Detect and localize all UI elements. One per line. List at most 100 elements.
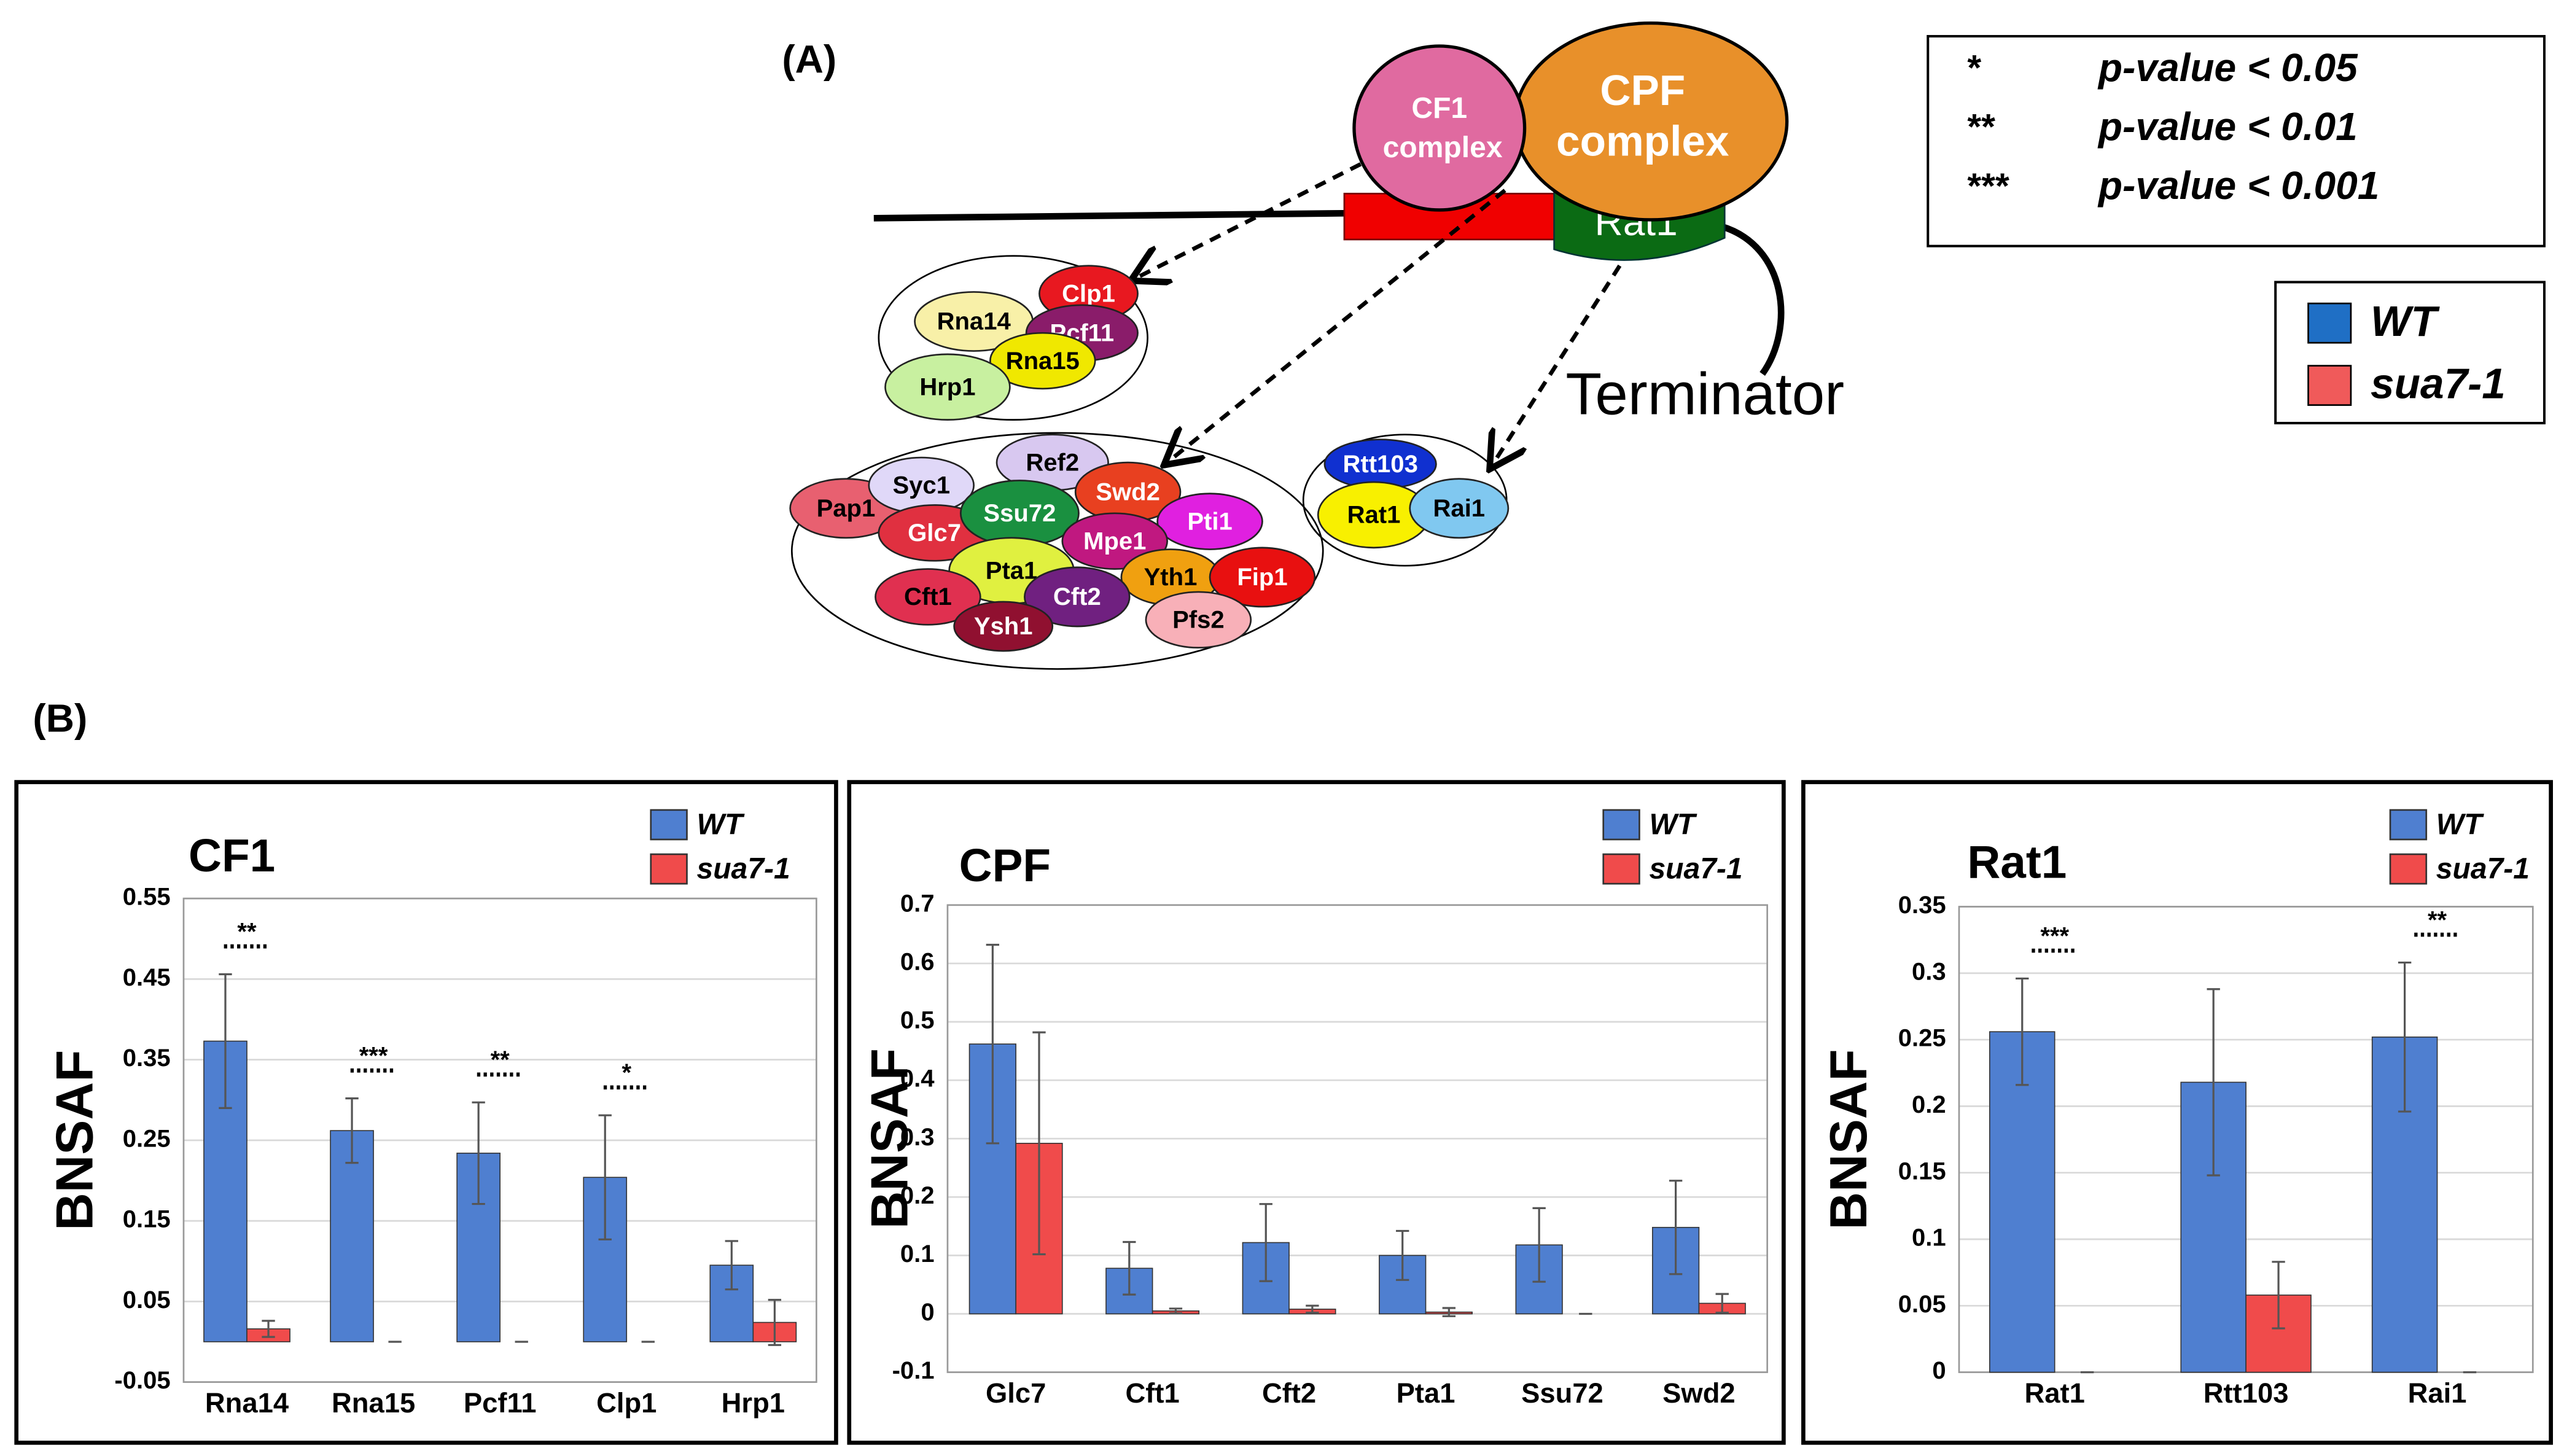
x-tick-label: Cft1: [1125, 1377, 1179, 1409]
legend-swatch: [1602, 809, 1640, 841]
x-tick-label: Cft2: [1262, 1377, 1316, 1409]
group-outline: [878, 255, 1148, 421]
protein-label: Fip1: [1237, 564, 1287, 591]
error-bar: [345, 1097, 359, 1164]
protein-label: Rai1: [1433, 495, 1486, 522]
protein-node: [989, 332, 1096, 390]
y-tick-label: 0.55: [123, 884, 171, 911]
panel-label: (B): [33, 696, 87, 741]
error-bar: [262, 1320, 275, 1338]
error-bar: [1306, 1304, 1319, 1314]
protein-label: Ref2: [1026, 449, 1079, 476]
y-tick-label: -0.1: [892, 1357, 935, 1384]
y-tick-label: 0.15: [123, 1206, 171, 1233]
significance-stars: *: [622, 1059, 631, 1086]
pvalue-text: p-value < 0.001: [2097, 163, 2380, 208]
legend-swatch: [2307, 302, 2352, 344]
legend-text: sua7-1: [1649, 852, 1742, 885]
error-bar: [1123, 1240, 1136, 1296]
x-tick-label: Rai1: [2408, 1377, 2467, 1409]
bar: [1989, 1031, 2055, 1373]
protein-label: Clp1: [1062, 280, 1115, 307]
y-tick-label: 0.7: [900, 890, 935, 917]
error-bar: [2207, 988, 2220, 1177]
legend-swatch: [2389, 809, 2428, 841]
y-axis-label: BNSAF: [1820, 1049, 1878, 1229]
panel-frame: [14, 780, 838, 1445]
y-tick-label: 0.3: [900, 1124, 935, 1151]
x-tick-label: Pcf11: [464, 1387, 537, 1419]
chart-title: Rat1: [1967, 836, 2067, 887]
complex-label: CPF: [1600, 66, 1685, 114]
significance-stars: ***: [359, 1042, 388, 1069]
chart-title: CF1: [189, 830, 275, 881]
chart-title: CPF: [959, 839, 1051, 891]
y-tick-label: 0.25: [1898, 1025, 1946, 1052]
y-tick-label: 0: [921, 1299, 934, 1326]
protein-node: [1024, 566, 1131, 628]
x-tick-label: Glc7: [986, 1377, 1046, 1409]
plot-frame: [182, 897, 817, 1383]
arrow: [1167, 189, 1506, 462]
arrow: [1134, 162, 1362, 279]
protein-label: Pti1: [1187, 508, 1232, 535]
error-bar: [2272, 1261, 2285, 1329]
y-tick-label: 0.5: [900, 1007, 935, 1034]
error-bar: [1396, 1229, 1409, 1281]
protein-node: [1156, 492, 1263, 550]
bar: [330, 1130, 374, 1342]
protein-label: Ssu72: [983, 500, 1056, 527]
pvalue-stars: **: [1967, 107, 1995, 147]
complex-label: complex: [1383, 131, 1503, 164]
error-bar: [472, 1101, 485, 1205]
error-bar: [1715, 1293, 1729, 1314]
y-tick-label: 0.35: [1898, 892, 1946, 919]
protein-label: Pap1: [817, 495, 876, 522]
legend-text: WT: [1649, 808, 1697, 841]
y-tick-label: 0.05: [123, 1287, 171, 1314]
significance-stars: **: [237, 918, 257, 945]
error-bar: [1442, 1307, 1456, 1317]
protein-node: [1409, 478, 1510, 539]
pvalue-text: p-value < 0.01: [2097, 104, 2358, 149]
significance-stars: ***: [2040, 922, 2069, 949]
y-tick-label: 0.3: [1912, 958, 1946, 985]
legend-swatch: [650, 853, 688, 885]
error-bar: [2016, 977, 2029, 1086]
error-bar: [1032, 1031, 1046, 1256]
pvalue-text: p-value < 0.05: [2097, 45, 2358, 90]
legend-text: sua7-1: [697, 852, 790, 885]
plot-frame: [946, 904, 1768, 1373]
protein-label: Syc1: [892, 472, 950, 499]
x-tick-label: Rna14: [205, 1387, 289, 1419]
protein-label: Cft1: [904, 583, 952, 610]
y-tick-label: 0.25: [123, 1125, 171, 1152]
y-tick-label: 0.45: [123, 964, 171, 991]
protein-label: Pfs2: [1172, 607, 1225, 634]
legend-swatch: [2307, 365, 2352, 406]
cf1-complex: [1352, 44, 1527, 212]
error-bar: [1532, 1207, 1546, 1283]
error-bar: [986, 943, 1000, 1145]
legend-swatch: [2389, 853, 2428, 885]
error-bar: [1669, 1180, 1683, 1275]
x-tick-label: Clp1: [596, 1387, 657, 1419]
pvalue-stars: ***: [1967, 166, 2009, 206]
error-bar: [219, 973, 232, 1109]
protein-label: Swd2: [1096, 478, 1160, 505]
y-tick-label: 0.2: [1912, 1091, 1946, 1118]
y-tick-label: 0.6: [900, 948, 935, 975]
y-tick-label: 0.2: [900, 1182, 935, 1209]
pvalue-box: [1927, 34, 2546, 247]
protein-label: Rna15: [1006, 348, 1080, 375]
protein-label: Pta1: [986, 557, 1038, 584]
protein-label: Cft2: [1053, 583, 1101, 610]
complex-label: CF1: [1411, 92, 1467, 125]
y-tick-label: -0.05: [114, 1367, 170, 1394]
dna-line: [873, 209, 1344, 222]
significance-stars: **: [2428, 906, 2447, 933]
legend-text: WT: [2371, 297, 2440, 345]
error-bar: [598, 1114, 612, 1240]
legend-swatch: [650, 809, 688, 841]
